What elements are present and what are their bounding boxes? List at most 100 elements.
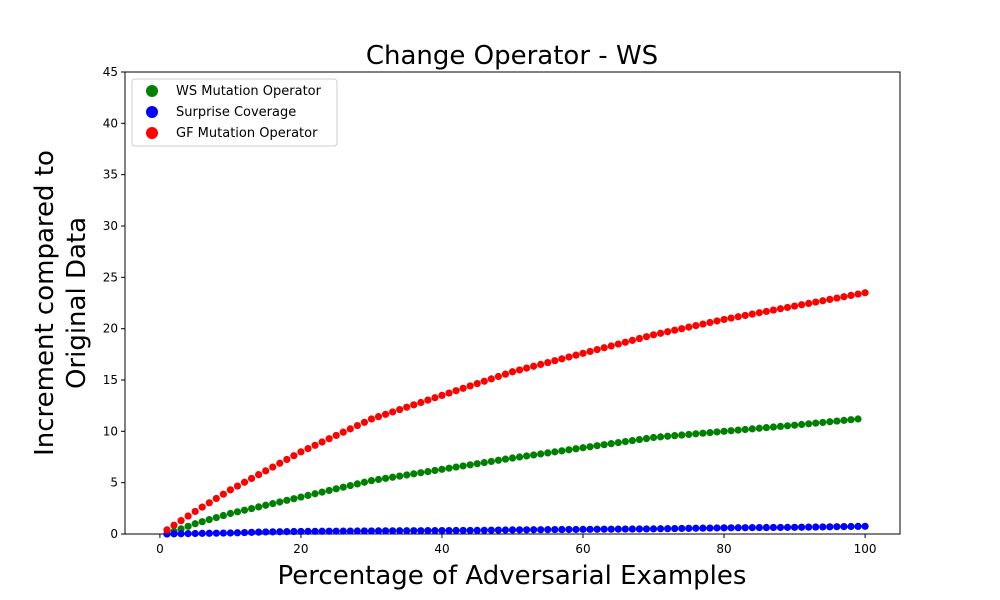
data-point-surprise-coverage xyxy=(177,530,185,538)
data-point-surprise-coverage xyxy=(480,526,488,534)
x-tick-label: 60 xyxy=(575,542,590,556)
data-point-ws-mutation-operator xyxy=(269,500,277,508)
y-tick-label: 25 xyxy=(103,270,118,284)
data-point-ws-mutation-operator xyxy=(558,447,566,455)
data-point-gf-mutation-operator xyxy=(417,398,425,407)
data-point-surprise-coverage xyxy=(332,527,340,535)
legend-label-surprise: Surprise Coverage xyxy=(176,105,296,120)
data-point-ws-mutation-operator xyxy=(452,463,460,471)
y-tick-label: 45 xyxy=(103,65,118,79)
data-point-gf-mutation-operator xyxy=(678,325,686,333)
data-point-gf-mutation-operator xyxy=(212,494,220,503)
data-point-ws-mutation-operator xyxy=(586,443,594,451)
data-point-gf-mutation-operator xyxy=(304,444,312,453)
data-point-surprise-coverage xyxy=(734,524,742,532)
data-point-ws-mutation-operator xyxy=(255,503,263,511)
data-point-gf-mutation-operator xyxy=(325,435,333,443)
data-point-surprise-coverage xyxy=(607,525,615,533)
data-point-gf-mutation-operator xyxy=(219,490,227,498)
data-point-gf-mutation-operator xyxy=(847,291,855,300)
data-point-gf-mutation-operator xyxy=(396,405,404,414)
data-point-gf-mutation-operator xyxy=(170,521,178,529)
data-point-ws-mutation-operator xyxy=(537,450,545,458)
x-tick-label: 80 xyxy=(716,542,731,556)
data-point-ws-mutation-operator xyxy=(487,457,495,466)
data-point-gf-mutation-operator xyxy=(184,512,192,520)
y-tick-label: 35 xyxy=(103,168,118,182)
data-point-surprise-coverage xyxy=(438,526,446,535)
data-point-gf-mutation-operator xyxy=(628,336,636,344)
data-point-surprise-coverage xyxy=(762,523,770,532)
y-tick-label: 0 xyxy=(110,527,118,541)
data-point-surprise-coverage xyxy=(678,524,686,533)
data-point-surprise-coverage xyxy=(487,526,495,534)
data-point-surprise-coverage xyxy=(593,525,601,533)
data-point-gf-mutation-operator xyxy=(367,415,376,423)
data-point-ws-mutation-operator xyxy=(656,433,665,441)
data-point-gf-mutation-operator xyxy=(381,410,390,418)
data-point-gf-mutation-operator xyxy=(311,441,319,449)
data-point-gf-mutation-operator xyxy=(635,334,644,343)
data-point-gf-mutation-operator xyxy=(353,421,361,430)
data-point-gf-mutation-operator xyxy=(741,311,749,320)
data-point-gf-mutation-operator xyxy=(452,387,460,395)
data-point-surprise-coverage xyxy=(226,529,235,537)
data-point-gf-mutation-operator xyxy=(642,333,651,341)
data-point-surprise-coverage xyxy=(783,523,792,531)
data-point-gf-mutation-operator xyxy=(558,355,566,363)
data-point-ws-mutation-operator xyxy=(191,520,199,528)
data-point-ws-mutation-operator xyxy=(649,433,658,442)
data-point-ws-mutation-operator xyxy=(304,491,312,499)
data-point-surprise-coverage xyxy=(269,528,277,536)
data-point-surprise-coverage xyxy=(614,525,622,533)
data-point-ws-mutation-operator xyxy=(212,513,220,522)
data-point-surprise-coverage xyxy=(233,529,242,537)
data-point-surprise-coverage xyxy=(579,525,587,533)
data-point-ws-mutation-operator xyxy=(840,416,848,424)
data-point-surprise-coverage xyxy=(184,530,192,538)
data-point-surprise-coverage xyxy=(219,529,227,537)
data-point-gf-mutation-operator xyxy=(198,503,206,511)
data-point-gf-mutation-operator xyxy=(565,353,573,361)
data-point-gf-mutation-operator xyxy=(318,438,326,446)
data-point-gf-mutation-operator xyxy=(572,351,580,359)
data-point-ws-mutation-operator xyxy=(790,421,799,429)
data-point-surprise-coverage xyxy=(212,529,220,537)
data-point-surprise-coverage xyxy=(798,523,806,531)
data-point-surprise-coverage xyxy=(692,524,700,532)
data-point-ws-mutation-operator xyxy=(727,427,735,435)
legend-label-gf: GF Mutation Operator xyxy=(176,126,318,141)
data-point-gf-mutation-operator xyxy=(805,299,813,308)
data-point-gf-mutation-operator xyxy=(713,317,721,325)
data-point-surprise-coverage xyxy=(459,526,467,535)
data-point-ws-mutation-operator xyxy=(318,488,326,496)
data-point-surprise-coverage xyxy=(586,525,594,533)
data-point-gf-mutation-operator xyxy=(255,471,263,479)
data-point-ws-mutation-operator xyxy=(389,473,397,481)
data-point-ws-mutation-operator xyxy=(678,431,686,439)
x-axis-label: Percentage of Adversarial Examples xyxy=(278,561,747,591)
data-point-ws-mutation-operator xyxy=(501,455,510,463)
data-point-surprise-coverage xyxy=(276,528,284,536)
data-point-surprise-coverage xyxy=(699,524,707,532)
data-point-gf-mutation-operator xyxy=(523,364,531,372)
data-point-ws-mutation-operator xyxy=(607,440,615,448)
y-axis: 0 5 10 15 20 25 30 35 40 45 xyxy=(103,65,125,541)
data-point-surprise-coverage xyxy=(501,526,510,534)
data-point-ws-mutation-operator xyxy=(805,420,813,428)
data-point-surprise-coverage xyxy=(776,523,785,532)
data-point-surprise-coverage xyxy=(318,527,326,535)
data-point-gf-mutation-operator xyxy=(812,298,820,306)
legend-label-ws: WS Mutation Operator xyxy=(176,84,322,99)
data-point-surprise-coverage xyxy=(247,528,256,536)
legend-marker-gf xyxy=(146,127,158,139)
data-point-gf-mutation-operator xyxy=(720,315,728,324)
data-point-gf-mutation-operator xyxy=(360,418,369,426)
y-axis-label: Increment compared to Original Data xyxy=(30,150,92,456)
legend-box xyxy=(131,78,338,147)
y-tick-label: 20 xyxy=(103,322,118,336)
x-tick-label: 20 xyxy=(293,542,308,556)
data-point-surprise-coverage xyxy=(826,523,834,531)
data-point-surprise-coverage xyxy=(558,525,566,534)
data-point-gf-mutation-operator xyxy=(480,377,488,385)
